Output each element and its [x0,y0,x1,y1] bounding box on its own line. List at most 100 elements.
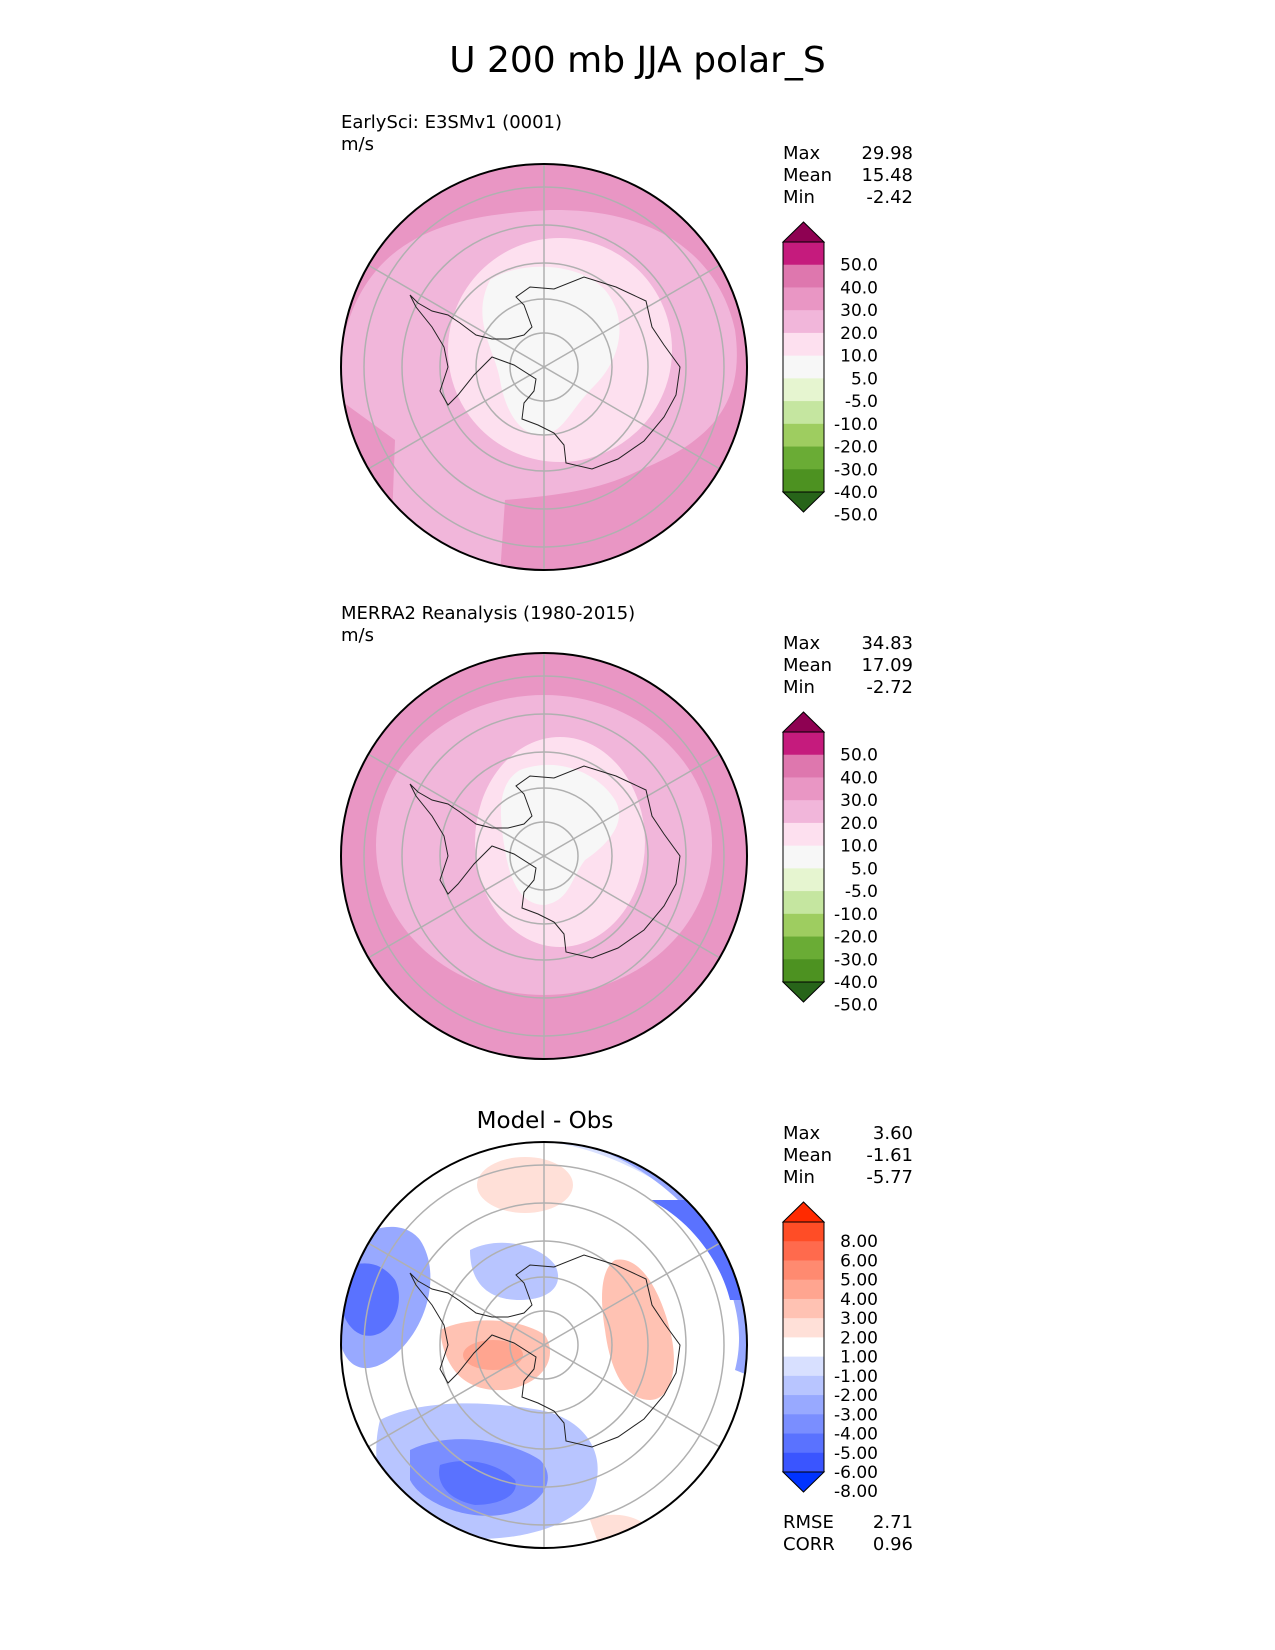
figure-title: U 200 mb JJA polar_S [449,40,826,81]
panel-3-metrics: RMSE 2.71 CORR 0.96 [783,1512,913,1556]
stat-value: -1.61 [866,1145,913,1166]
colorbar-swatch [783,401,824,425]
colorbar-tick-label: -5.0 [845,392,878,412]
colorbar-tick-label: 4.00 [840,1290,878,1310]
stat-name: Min [783,187,815,208]
colorbar-swatch [783,378,824,402]
map-1-border [340,163,748,571]
colorbar-tick-label: 40.0 [840,768,878,788]
map-2-grid [363,653,725,1059]
colorbar-swatch [783,959,824,983]
stat-value: 15.48 [861,165,913,186]
colorbar-tick-label: -50.0 [834,996,878,1016]
colorbar-tick-label: -30.0 [834,950,878,970]
colorbar-swatch [783,1222,824,1242]
colorbar-frame [782,731,825,983]
colorbar-tick-label: 10.0 [840,347,878,367]
stat-name: Min [783,1167,815,1188]
colorbar-tick-label: -10.0 [834,415,878,435]
field-band [500,764,620,905]
colorbar-swatch [783,469,824,493]
colorbar-extend-max [781,1201,826,1223]
panel-2-title: MERRA2 Reanalysis (1980-2015) [341,603,636,624]
colorbar-swatch [783,332,824,357]
colorbar-tick-label: 50.0 [840,256,878,276]
colorbar-swatch [783,1298,824,1319]
colorbar-tick-label: -6.00 [834,1463,878,1483]
colorbar-tick-label: -1.00 [834,1367,878,1387]
stat-value: 34.83 [861,633,913,654]
stat-name: Max [783,633,821,654]
stat-value: -2.72 [866,677,913,698]
colorbar-3: 8.006.005.004.003.002.001.00-1.00-2.00-3… [781,1201,878,1502]
stat-name: Max [783,143,821,164]
colorbar-tick-label: 5.0 [851,859,878,879]
colorbar-tick-label: 1.00 [840,1348,878,1368]
field-band [602,1259,674,1400]
colorbar-tick-label: -5.0 [845,882,878,902]
colorbar-tick-label: -30.0 [834,460,878,480]
metric-value: 2.71 [872,1512,913,1533]
colorbar-tick-label: 30.0 [840,301,878,321]
colorbar-swatch [783,1395,824,1415]
panel-3-title: Model - Obs [476,1108,614,1134]
colorbar-swatch [783,936,824,960]
stat-value: 17.09 [861,655,913,676]
colorbar-swatch [783,777,824,801]
stat-value: 29.98 [861,143,913,164]
colorbar-tick-label: 30.0 [840,791,878,811]
colorbar-swatch [783,1452,824,1473]
colorbar-swatch [783,1414,824,1435]
colorbar-swatch [783,732,824,756]
colorbar-swatch [783,446,824,470]
panel-3-stats: Max 3.60 Mean -1.61 Min -5.77 [783,1123,913,1189]
colorbar-tick-label: -3.00 [834,1405,878,1425]
map-3-border [340,1141,748,1549]
antarctica-coastline [409,1254,681,1448]
colorbar-tick-label: -5.00 [834,1444,878,1464]
metric-name: CORR [783,1534,835,1555]
colorbar-swatch [783,891,824,915]
colorbar-swatch [783,1337,824,1358]
panel-1-stats: Max 29.98 Mean 15.48 Min -2.42 [783,143,913,209]
map-2-border [340,652,748,1060]
colorbar-tick-label: 50.0 [840,746,878,766]
colorbar-tick-label: -20.0 [834,438,878,458]
colorbar-swatch [783,1318,824,1338]
colorbar-tick-label: -20.0 [834,928,878,948]
colorbar-extend-min [781,981,826,1003]
colorbar-tick-label: 8.00 [840,1232,878,1252]
colorbar-swatch [783,1260,824,1281]
stat-name: Mean [783,165,833,186]
colorbar-tick-label: -8.00 [834,1482,878,1502]
colorbar-swatch [783,310,824,334]
colorbar-frame [782,241,825,493]
colorbar-tick-label: 40.0 [840,278,878,298]
stat-name: Mean [783,655,833,676]
field-band [439,1460,516,1505]
stat-value: -5.77 [866,1167,913,1188]
panel-2-stats: Max 34.83 Mean 17.09 Min -2.72 [783,633,913,699]
stat-value: 3.60 [872,1123,913,1144]
panel-2-units: m/s [341,625,374,646]
colorbar-1: 50.040.0 30.0 20.0 10.05.0 -5.0 -10.0 -20.0-30… [781,221,878,526]
colorbar-tick-label: -2.00 [834,1386,878,1406]
colorbar-swatch [783,913,824,938]
field-band [470,1242,559,1300]
colorbar-swatch [783,1433,824,1454]
colorbar-swatch [783,242,824,266]
colorbar-swatch [783,355,824,379]
colorbar-frame [782,1221,825,1473]
colorbar-extend-min [781,1471,826,1493]
colorbar-swatch [783,868,824,892]
colorbar-tick-label: -40.0 [834,973,878,993]
colorbar-swatch [783,754,824,778]
stat-name: Max [783,1123,821,1144]
colorbar-swatch [783,1279,824,1300]
antarctica-coastline [409,276,681,470]
colorbar-tick-label: -10.0 [834,905,878,925]
panel-1-units: m/s [341,134,374,155]
stat-name: Min [783,677,815,698]
antarctica-coastline [409,765,681,959]
